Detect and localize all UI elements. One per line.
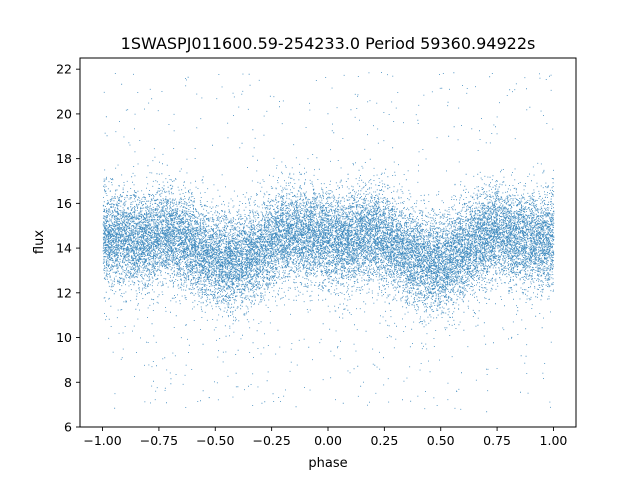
x-tick-label: −0.25 (252, 433, 290, 448)
y-tick-label: 14 (56, 241, 72, 256)
data-points (102, 72, 555, 413)
y-tick-label: 18 (56, 151, 72, 166)
y-tick-label: 6 (64, 420, 72, 435)
y-tick-label: 10 (56, 330, 72, 345)
x-axis-label: phase (308, 456, 347, 471)
x-tick-label: 0.00 (314, 433, 342, 448)
x-tick-label: −0.50 (196, 433, 234, 448)
scatter-points (102, 72, 555, 413)
y-tick-label: 22 (56, 62, 72, 77)
y-tick-label: 20 (56, 106, 72, 121)
x-tick-label: 0.50 (427, 433, 455, 448)
y-axis: 6 8 10 12 14 16 18 20 22 (56, 62, 80, 435)
chart-title: 1SWASPJ011600.59-254233.0 Period 59360.9… (121, 34, 536, 53)
y-tick-label: 16 (56, 196, 72, 211)
x-tick-label: −0.75 (140, 433, 178, 448)
x-tick-label: 0.75 (483, 433, 511, 448)
y-tick-label: 8 (64, 375, 72, 390)
y-tick-label: 12 (56, 285, 72, 300)
y-axis-label: flux (32, 230, 47, 254)
x-tick-label: 0.25 (370, 433, 398, 448)
x-tick-label: −1.00 (83, 433, 121, 448)
x-axis: −1.00 −0.75 −0.50 −0.25 0.00 0.25 0.50 0.75 1.00 (83, 427, 567, 448)
x-tick-label: 1.00 (540, 433, 568, 448)
